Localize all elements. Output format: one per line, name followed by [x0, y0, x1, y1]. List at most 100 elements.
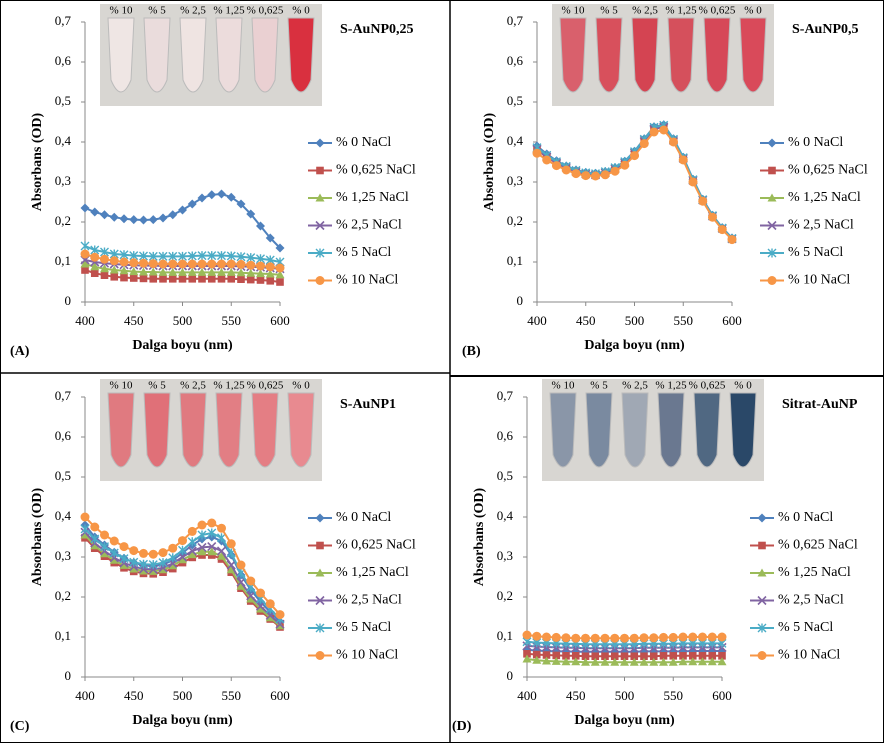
marker — [139, 267, 148, 276]
marker — [659, 652, 668, 660]
marker — [90, 252, 100, 262]
marker — [207, 275, 216, 283]
marker — [109, 265, 119, 274]
marker — [275, 270, 285, 279]
marker — [639, 657, 649, 666]
marker — [265, 599, 275, 609]
legend-entry: % 1,25 NaCl — [308, 190, 409, 205]
marker — [100, 254, 109, 264]
marker — [767, 193, 777, 202]
marker — [315, 568, 325, 577]
marker — [119, 257, 129, 267]
legend-entry: % 5 NaCl — [308, 245, 391, 260]
marker — [316, 166, 324, 175]
y-tick-label: 0,2 — [55, 588, 71, 603]
marker — [187, 526, 197, 536]
marker — [532, 148, 542, 158]
marker — [236, 560, 246, 570]
marker — [226, 251, 236, 261]
panel-label: (C) — [10, 719, 30, 734]
legend-entry: % 5 NaCl — [750, 620, 833, 635]
marker — [236, 577, 246, 587]
tube-label: % 0,625 — [699, 5, 736, 17]
x-tick-label: 550 — [222, 688, 242, 703]
tube — [215, 17, 243, 93]
marker — [523, 650, 531, 658]
marker — [80, 203, 90, 213]
y-tick-label: 0,2 — [497, 588, 513, 603]
y-tick-label: 0,3 — [507, 173, 523, 188]
marker — [552, 161, 561, 171]
marker — [581, 171, 591, 181]
marker — [129, 267, 139, 276]
marker — [168, 267, 178, 276]
marker — [275, 263, 285, 273]
marker — [100, 542, 109, 552]
marker — [255, 601, 266, 611]
marker — [227, 275, 236, 283]
marker — [668, 632, 678, 642]
marker — [226, 560, 236, 570]
marker — [158, 267, 168, 276]
legend-entry: % 5 NaCl — [308, 620, 391, 635]
chart-title: S-AuNP0,5 — [792, 22, 859, 37]
marker — [217, 267, 226, 276]
x-tick-label: 550 — [222, 313, 242, 328]
marker — [315, 193, 325, 202]
marker — [679, 652, 687, 660]
y-tick-label: 0,4 — [55, 508, 72, 523]
marker — [207, 259, 217, 269]
marker — [256, 604, 265, 613]
legend-label: % 10 NaCl — [788, 273, 850, 288]
marker — [591, 171, 600, 181]
tube — [621, 392, 649, 468]
legend-entry: % 0 NaCl — [750, 510, 833, 525]
tube — [215, 392, 243, 468]
marker — [207, 542, 217, 552]
y-tick-label: 0,3 — [497, 548, 513, 563]
tube — [179, 17, 207, 93]
legend-label: % 5 NaCl — [788, 245, 843, 260]
marker — [571, 657, 581, 666]
marker — [591, 652, 600, 660]
marker — [522, 630, 532, 640]
y-tick-label: 0,6 — [55, 53, 72, 68]
series-markers — [80, 189, 285, 253]
marker — [226, 267, 236, 276]
marker — [226, 259, 236, 269]
marker — [198, 275, 206, 283]
marker — [581, 633, 590, 643]
tube-label: % 0,625 — [689, 380, 726, 392]
legend-entry: % 2,5 NaCl — [308, 218, 402, 233]
y-tick-label: 0,6 — [507, 53, 524, 68]
marker — [129, 258, 139, 268]
marker — [226, 565, 236, 574]
marker — [688, 177, 698, 187]
marker — [610, 633, 620, 643]
x-tick-label: 600 — [712, 688, 732, 703]
marker — [197, 547, 207, 556]
marker — [767, 138, 777, 148]
marker — [707, 632, 717, 642]
tube-label: % 2,5 — [632, 5, 658, 17]
x-axis-title: Dalga boyu (nm) — [132, 338, 233, 353]
marker — [197, 251, 207, 261]
tube — [693, 392, 721, 468]
tube — [251, 17, 279, 93]
marker — [168, 210, 178, 220]
marker — [110, 273, 119, 281]
marker — [669, 137, 678, 147]
x-tick-label: 400 — [527, 313, 547, 328]
marker — [610, 652, 619, 660]
marker — [100, 271, 109, 279]
marker — [600, 633, 610, 643]
tube-label: % 0,625 — [247, 5, 284, 17]
y-tick-label: 0,1 — [497, 628, 513, 643]
marker — [659, 632, 668, 642]
marker — [90, 522, 100, 532]
marker — [532, 655, 542, 664]
marker — [158, 565, 168, 574]
x-tick-label: 450 — [124, 313, 144, 328]
y-tick-label: 0,3 — [55, 173, 71, 188]
